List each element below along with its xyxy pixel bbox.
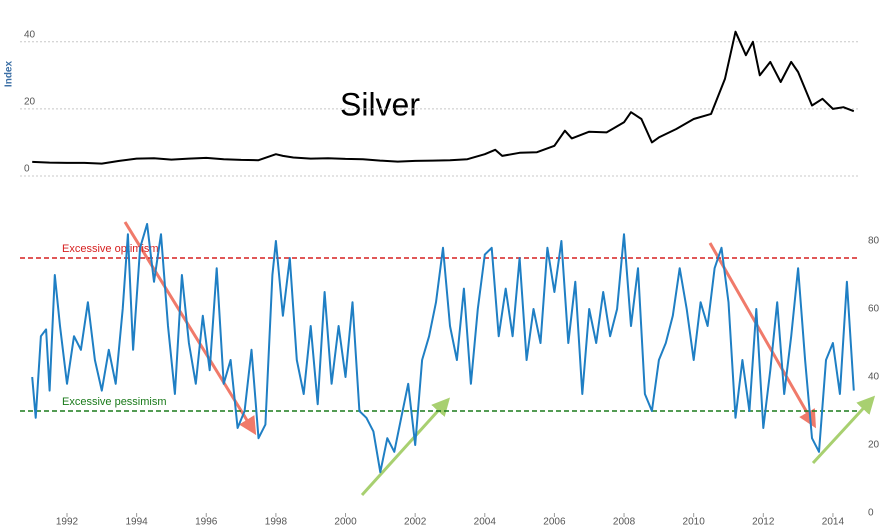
y-tick-label: 60 [868, 304, 880, 315]
data-line [31, 223, 855, 474]
x-tick-label: 2002 [404, 517, 427, 528]
x-tick-label: 2006 [543, 517, 566, 528]
data-line [32, 30, 855, 165]
y-tick-label: 40 [24, 29, 36, 40]
arrow [708, 242, 816, 429]
reference-label: Excessive optimism [62, 243, 159, 255]
x-tick-label: 1998 [265, 517, 288, 528]
x-tick-label: 2012 [752, 517, 775, 528]
y-tick-label: 20 [868, 440, 880, 451]
x-tick-label: 2008 [613, 517, 636, 528]
y-tick-label: 0 [24, 164, 30, 175]
x-tick-label: 2004 [474, 517, 497, 528]
x-tick-label: 2000 [334, 517, 357, 528]
arrow [360, 397, 451, 497]
chart-title: Silver [340, 86, 420, 122]
x-tick-label: 2010 [683, 517, 706, 528]
reference-label: Excessive pessimism [62, 396, 167, 408]
arrow [811, 395, 876, 465]
arrow [123, 221, 257, 436]
y-tick-label: 20 [24, 97, 36, 108]
y-tick-label: 40 [868, 372, 880, 383]
y-tick-label: 80 [868, 236, 880, 247]
y-tick-label: 0 [868, 508, 874, 519]
annotation-arrows [123, 221, 876, 497]
y-axis-label: Index [4, 61, 15, 88]
x-tick-label: 1992 [56, 517, 79, 528]
x-tick-label: 1994 [126, 517, 149, 528]
x-tick-label: 1996 [195, 517, 218, 528]
x-tick-label: 2014 [822, 517, 845, 528]
